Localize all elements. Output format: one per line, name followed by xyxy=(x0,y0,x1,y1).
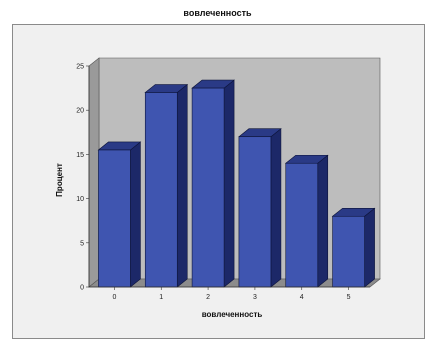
chart-title: вовлеченность xyxy=(183,8,252,18)
bar-side xyxy=(317,154,329,288)
x-tick-label: 1 xyxy=(159,294,163,301)
bar xyxy=(238,128,282,288)
bar xyxy=(331,207,376,288)
bar xyxy=(284,154,329,288)
bar-front xyxy=(238,136,272,288)
bar xyxy=(191,79,235,288)
y-tick-label: 15 xyxy=(76,152,84,159)
bar-side xyxy=(270,128,282,288)
y-axis-label: Процент xyxy=(55,163,64,197)
x-tick-label: 4 xyxy=(300,294,304,301)
left-wall xyxy=(88,57,100,288)
y-tick-label: 10 xyxy=(76,196,84,203)
bar-side xyxy=(223,79,235,288)
bar-side xyxy=(130,141,141,288)
bar-front xyxy=(332,215,365,288)
x-tick-label: 2 xyxy=(206,294,210,301)
bar-front xyxy=(285,162,319,288)
x-axis-label: вовлеченность xyxy=(202,310,263,319)
y-tick-label: 0 xyxy=(80,285,84,292)
y-tick-label: 5 xyxy=(80,240,84,247)
x-tick-label: 3 xyxy=(253,294,257,301)
y-tick-label: 20 xyxy=(76,108,84,115)
bar-front xyxy=(144,92,178,288)
y-tick-label: 25 xyxy=(76,64,84,71)
bar-front xyxy=(191,87,225,288)
x-tick-label: 0 xyxy=(112,294,116,301)
bar xyxy=(144,83,189,288)
x-tick-label: 5 xyxy=(347,294,351,301)
bar xyxy=(97,141,142,288)
bar-front xyxy=(98,149,131,288)
bar-side xyxy=(364,207,375,288)
bar-side xyxy=(176,83,188,288)
